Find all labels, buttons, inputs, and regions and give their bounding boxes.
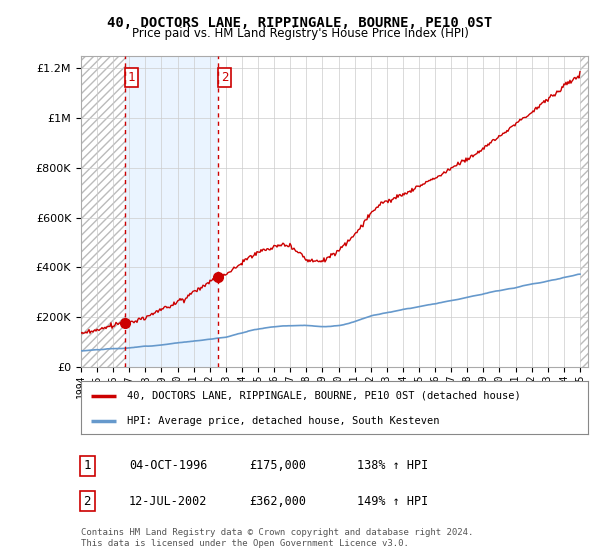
Text: Contains HM Land Registry data © Crown copyright and database right 2024.
This d: Contains HM Land Registry data © Crown c…: [81, 528, 473, 548]
Text: £175,000: £175,000: [249, 459, 306, 473]
Text: HPI: Average price, detached house, South Kesteven: HPI: Average price, detached house, Sout…: [127, 416, 439, 426]
Text: 1: 1: [128, 71, 135, 84]
Text: Price paid vs. HM Land Registry's House Price Index (HPI): Price paid vs. HM Land Registry's House …: [131, 27, 469, 40]
Text: 2: 2: [221, 71, 228, 84]
Text: 40, DOCTORS LANE, RIPPINGALE, BOURNE, PE10 0ST (detached house): 40, DOCTORS LANE, RIPPINGALE, BOURNE, PE…: [127, 391, 520, 401]
Text: 1: 1: [83, 459, 91, 473]
Text: 04-OCT-1996: 04-OCT-1996: [129, 459, 208, 473]
Text: 149% ↑ HPI: 149% ↑ HPI: [357, 494, 428, 508]
Bar: [580, 56, 588, 367]
Text: 40, DOCTORS LANE, RIPPINGALE, BOURNE, PE10 0ST: 40, DOCTORS LANE, RIPPINGALE, BOURNE, PE…: [107, 16, 493, 30]
Text: 2: 2: [83, 494, 91, 508]
Text: 12-JUL-2002: 12-JUL-2002: [129, 494, 208, 508]
Text: £362,000: £362,000: [249, 494, 306, 508]
Text: 138% ↑ HPI: 138% ↑ HPI: [357, 459, 428, 473]
Bar: [81, 56, 125, 367]
Bar: [125, 56, 218, 367]
